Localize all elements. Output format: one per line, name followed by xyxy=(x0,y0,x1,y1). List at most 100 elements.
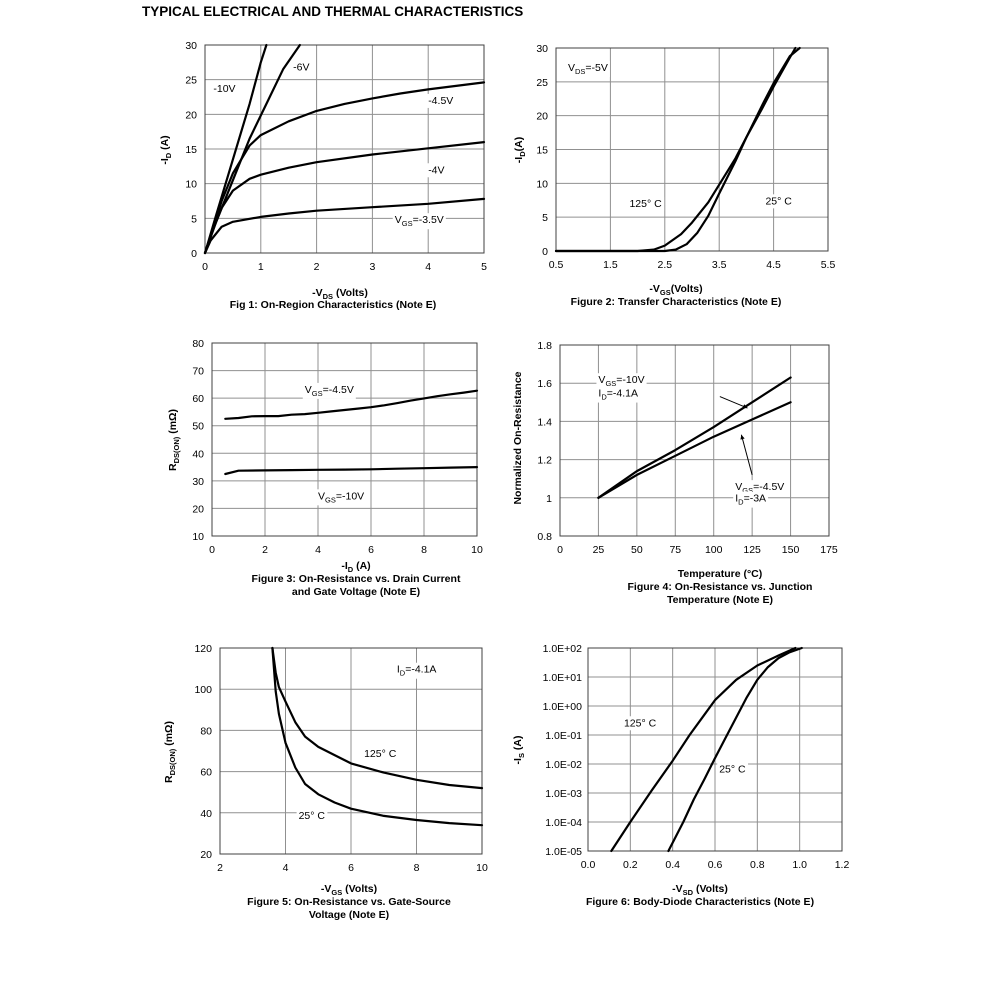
y-axis-label: -ID (A) xyxy=(159,135,173,164)
y-tick-label: 20 xyxy=(185,109,197,121)
y-tick-label: 60 xyxy=(200,767,212,779)
x-tick-label: 125 xyxy=(743,544,761,556)
x-tick-label: 2 xyxy=(217,862,223,874)
x-tick-label: 25 xyxy=(593,544,605,556)
y-tick-label: 15 xyxy=(185,144,197,156)
y-axis-label: Normalized On-Resistance xyxy=(512,371,524,504)
plot-frame xyxy=(204,44,485,254)
annotation-label: VGS=-4.5V xyxy=(305,384,354,398)
x-axis-label: -ID (A) xyxy=(341,560,370,574)
x-tick-label: 8 xyxy=(414,862,420,874)
x-axis-label: -VGS(Volts) xyxy=(649,283,702,297)
plot-frame xyxy=(559,344,830,537)
annotation-bg xyxy=(316,489,367,506)
page-title: TYPICAL ELECTRICAL AND THERMAL CHARACTER… xyxy=(142,4,524,19)
series-line xyxy=(271,646,484,827)
annotation-bg xyxy=(717,762,749,777)
figure-caption: Fig 1: On-Region Characteristics (Note E… xyxy=(230,299,437,311)
x-tick-label: 0.8 xyxy=(750,859,765,871)
annotation-label: 125° C xyxy=(624,717,657,729)
y-tick-label: 1.0E-01 xyxy=(545,730,582,742)
x-tick-label: 2.5 xyxy=(657,259,672,271)
annotation-label: ID=-4.1A xyxy=(598,388,638,402)
annotation-label: 25° C xyxy=(719,764,746,776)
x-tick-label: 4 xyxy=(425,261,431,273)
y-tick-label: 0 xyxy=(542,246,548,258)
x-tick-label: 0 xyxy=(209,544,215,556)
annotation-bg xyxy=(763,194,795,209)
y-tick-label: 40 xyxy=(192,448,204,460)
annotation-label: VDS=-5V xyxy=(568,62,608,76)
y-tick-label: 20 xyxy=(192,503,204,515)
x-tick-label: 2 xyxy=(314,261,320,273)
annotation-bg xyxy=(565,61,610,78)
x-tick-label: 6 xyxy=(348,862,354,874)
annotation-label: VGS=-3.5V xyxy=(395,214,444,228)
y-axis-label: RDS(ON) (mΩ) xyxy=(163,721,177,783)
annotation-label: 25° C xyxy=(765,195,792,207)
figure-caption: Figure 4: On-Resistance vs. Junction xyxy=(628,581,813,593)
y-tick-label: 1.0E-04 xyxy=(545,817,582,829)
annotation-bg xyxy=(291,60,312,75)
annotation-bg xyxy=(394,662,439,679)
annotation-bg xyxy=(426,163,447,178)
y-tick-label: 70 xyxy=(192,366,204,378)
x-axis-label: Temperature (°C) xyxy=(678,568,763,580)
annotation-arrow xyxy=(740,434,753,476)
y-axis-label: -ID(A) xyxy=(513,137,527,163)
y-tick-label: 1.0E+02 xyxy=(543,643,583,655)
annotation-arrow xyxy=(719,396,748,409)
y-tick-label: 10 xyxy=(536,178,548,190)
annotation-bg xyxy=(426,93,456,108)
y-axis-label: -IS (A) xyxy=(512,736,526,765)
x-tick-label: 0.4 xyxy=(665,859,680,871)
figure-caption: Figure 5: On-Resistance vs. Gate-Source xyxy=(247,896,451,908)
y-tick-label: 80 xyxy=(200,725,212,737)
y-tick-label: 1.0E-02 xyxy=(545,759,582,771)
x-tick-label: 0 xyxy=(557,544,563,556)
x-tick-label: 3.5 xyxy=(712,259,727,271)
y-tick-label: 20 xyxy=(536,111,548,123)
y-tick-label: 10 xyxy=(185,179,197,191)
annotation-label: ID=-3A xyxy=(735,493,766,507)
x-tick-label: 8 xyxy=(421,544,427,556)
x-tick-label: 175 xyxy=(820,544,838,556)
x-tick-label: 150 xyxy=(782,544,800,556)
plot-frame xyxy=(219,647,483,855)
y-tick-label: 1.0E-03 xyxy=(545,788,582,800)
annotation-label: 125° C xyxy=(629,198,662,210)
x-tick-label: 0.0 xyxy=(581,859,596,871)
x-tick-label: 50 xyxy=(631,544,643,556)
x-axis-label: -VSD (Volts) xyxy=(672,883,728,897)
y-tick-label: 1.2 xyxy=(537,455,552,467)
y-tick-label: 1.0E+00 xyxy=(543,701,583,713)
series-line xyxy=(203,141,486,255)
series-line xyxy=(203,81,486,255)
annotation-label: -6V xyxy=(293,62,309,74)
annotation-label: ID=-4.1A xyxy=(397,664,437,678)
figure-caption: Figure 2: Transfer Characteristics (Note… xyxy=(571,296,782,308)
y-tick-label: 30 xyxy=(536,43,548,55)
x-tick-label: 1.2 xyxy=(835,859,850,871)
y-tick-label: 25 xyxy=(185,75,197,87)
annotation-bg xyxy=(621,716,659,731)
y-tick-label: 0 xyxy=(191,248,197,260)
y-tick-label: 80 xyxy=(192,338,204,350)
y-tick-label: 0.8 xyxy=(537,531,552,543)
plot-frame xyxy=(587,647,843,852)
x-axis-label: -VGS (Volts) xyxy=(321,883,377,897)
y-tick-label: 1.0E+01 xyxy=(543,672,583,684)
y-tick-label: 1.8 xyxy=(537,340,552,352)
y-tick-label: 1.6 xyxy=(537,378,552,390)
y-tick-label: 1.4 xyxy=(537,416,552,428)
x-tick-label: 10 xyxy=(476,862,488,874)
y-tick-label: 15 xyxy=(536,145,548,157)
x-tick-label: 4 xyxy=(315,544,321,556)
annotation-bg xyxy=(596,386,641,403)
x-tick-label: 75 xyxy=(669,544,681,556)
